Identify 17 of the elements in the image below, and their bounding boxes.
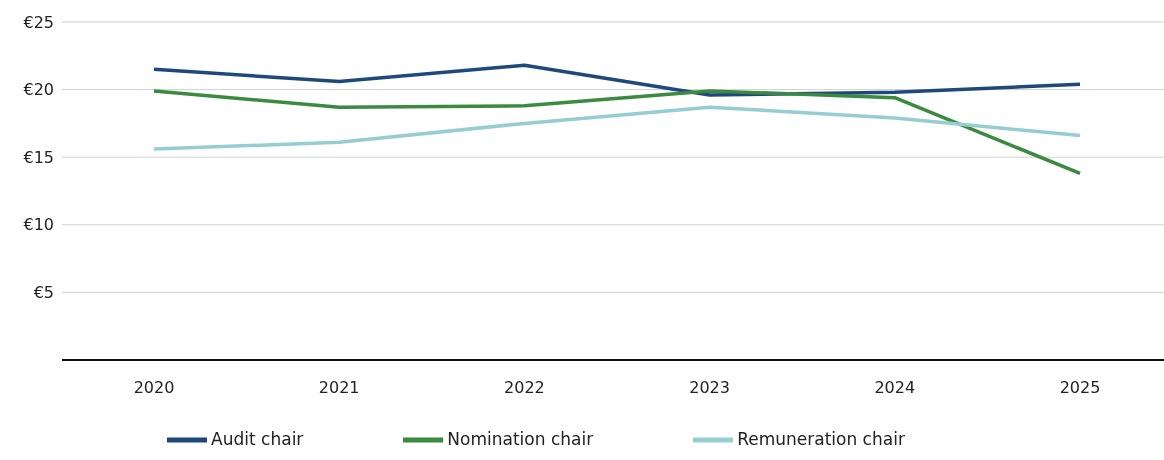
x-tick-label: 2021 bbox=[318, 378, 360, 398]
y-tick-label: €10 bbox=[23, 215, 54, 235]
line-series bbox=[152, 63, 1082, 97]
y-tick-label: €5 bbox=[33, 283, 54, 303]
legend-label: Nomination chair bbox=[447, 429, 594, 449]
x-tick-label: 2022 bbox=[504, 378, 545, 398]
x-tick-label: 2020 bbox=[133, 378, 175, 398]
legend-label: Remuneration chair bbox=[737, 429, 905, 449]
legend-label: Audit chair bbox=[211, 429, 304, 449]
y-tick-label: €20 bbox=[23, 80, 54, 100]
y-tick-label: €15 bbox=[23, 147, 54, 167]
line-series bbox=[152, 89, 1082, 176]
x-tick-label: 2024 bbox=[874, 378, 916, 398]
x-tick-label: 2023 bbox=[689, 378, 730, 398]
line-series bbox=[152, 105, 1082, 151]
y-tick-label: €25 bbox=[23, 12, 54, 32]
x-tick-label: 2025 bbox=[1059, 378, 1101, 398]
